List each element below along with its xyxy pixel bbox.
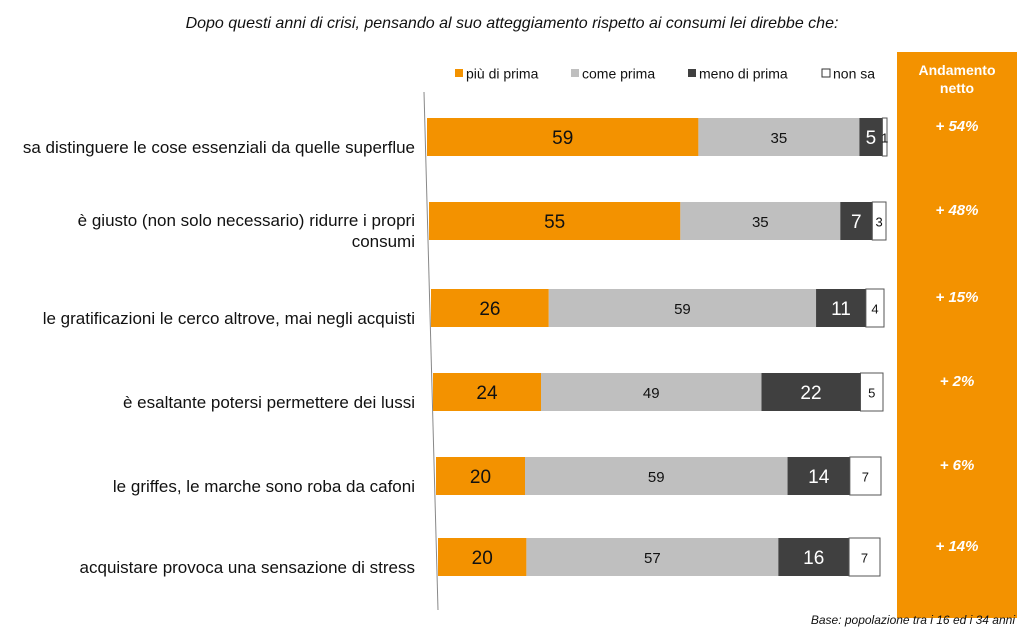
bar-segment bbox=[438, 538, 527, 576]
net-value: + 15% bbox=[936, 289, 979, 306]
bar-segment bbox=[548, 289, 817, 327]
bar-segment bbox=[541, 373, 762, 411]
data-label: 16 bbox=[803, 548, 824, 569]
bar-segment bbox=[431, 289, 549, 327]
bar-segment bbox=[859, 118, 883, 156]
data-label: 14 bbox=[808, 467, 830, 488]
bar-segment bbox=[680, 202, 841, 240]
legend-label: più di prima bbox=[466, 66, 539, 82]
legend-swatch bbox=[821, 68, 831, 78]
legend-label: meno di prima bbox=[699, 66, 788, 82]
data-label: 24 bbox=[476, 383, 498, 404]
data-label: 59 bbox=[674, 301, 691, 318]
net-value: + 14% bbox=[936, 538, 979, 555]
data-label: 7 bbox=[861, 550, 868, 565]
category-label: le griffes, le marche sono roba da cafon… bbox=[112, 476, 415, 496]
data-label: 1 bbox=[881, 130, 888, 145]
bar-segment bbox=[881, 117, 888, 157]
legend-swatch bbox=[688, 69, 696, 77]
category-label: acquistare provoca una sensazione di str… bbox=[79, 557, 415, 577]
legend-label: come prima bbox=[582, 66, 655, 82]
net-value: + 2% bbox=[940, 373, 975, 390]
bar-segment bbox=[525, 457, 788, 495]
data-label: 5 bbox=[866, 128, 877, 149]
legend-swatch bbox=[571, 69, 579, 77]
net-value: + 48% bbox=[936, 202, 979, 219]
bar-segment bbox=[840, 202, 873, 240]
bar-segment bbox=[427, 118, 699, 156]
bar-segment bbox=[787, 457, 850, 495]
footnote: Base: popolazione tra i 16 ed i 34 anni bbox=[811, 613, 1015, 627]
data-label: 11 bbox=[831, 299, 851, 320]
category-label: le gratificazioni le cerco altrove, mai … bbox=[42, 308, 415, 328]
data-label: 26 bbox=[479, 299, 500, 320]
data-label: 7 bbox=[862, 469, 869, 484]
bar-segment bbox=[526, 538, 779, 576]
bar-segment bbox=[865, 288, 885, 328]
legend-label: non sa bbox=[833, 66, 875, 82]
net-column bbox=[897, 52, 1017, 618]
bar-segment bbox=[433, 373, 541, 411]
data-label: 57 bbox=[644, 550, 661, 567]
bar-segment bbox=[816, 289, 866, 327]
bar-segment bbox=[436, 457, 525, 495]
net-title: Andamento netto bbox=[919, 62, 996, 96]
bar-segment bbox=[871, 201, 887, 241]
bar-segment bbox=[860, 372, 884, 412]
bar-segment bbox=[849, 456, 882, 496]
category-label: sa distinguere le cose essenziali da que… bbox=[22, 137, 415, 157]
legend-swatch bbox=[455, 69, 463, 77]
data-label: 49 bbox=[643, 385, 660, 402]
data-label: 7 bbox=[851, 212, 862, 233]
data-label: 35 bbox=[752, 214, 769, 231]
data-label: 35 bbox=[771, 130, 788, 147]
data-label: 5 bbox=[868, 385, 875, 400]
bar-segment bbox=[778, 538, 850, 576]
bar-segment bbox=[698, 118, 860, 156]
data-label: 59 bbox=[552, 128, 573, 149]
data-label: 20 bbox=[470, 467, 491, 488]
net-value: + 54% bbox=[936, 118, 979, 135]
data-label: 3 bbox=[876, 214, 883, 229]
net-value: + 6% bbox=[940, 457, 975, 474]
data-label: 59 bbox=[648, 469, 665, 486]
bar-segment bbox=[429, 202, 681, 240]
category-label: è giusto (non solo necessario) ridurre i… bbox=[77, 211, 415, 251]
data-label: 20 bbox=[472, 548, 493, 569]
chart-title: Dopo questi anni di crisi, pensando al s… bbox=[186, 15, 839, 32]
category-label: è esaltante potersi permettere dei lussi bbox=[123, 392, 415, 412]
bar-segment bbox=[761, 373, 861, 411]
data-label: 4 bbox=[871, 301, 878, 316]
bar-segment bbox=[848, 537, 881, 577]
data-label: 22 bbox=[800, 383, 821, 404]
axis-line bbox=[423, 91, 439, 611]
data-label: 55 bbox=[544, 212, 565, 233]
